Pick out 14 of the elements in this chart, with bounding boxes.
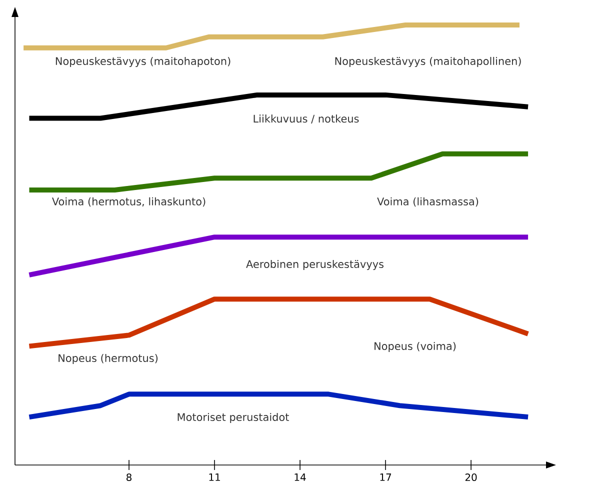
x-tick-label: 11 — [209, 474, 220, 481]
annotation: Voima (hermotus, lihaskunto) — [52, 197, 206, 207]
annotation: Motoriset perustaidot — [178, 412, 289, 424]
x-tick-label: 8 — [126, 474, 132, 482]
annotation: Aerobinen peruskestävyys — [246, 260, 384, 270]
annotation: Voima (lihasmassa) — [377, 197, 478, 207]
annotation: Nopeuskestävyys (maitohapoton) — [56, 56, 230, 68]
annotation: Nopeus (hermotus) — [58, 354, 158, 364]
x-tick-label: 20 — [465, 474, 477, 482]
annotation: Nopeuskestävyys (maitohapollinen) — [335, 56, 521, 68]
x-tick-label: 17 — [380, 474, 392, 481]
x-tick-label: 14 — [294, 474, 306, 481]
annotation: Nopeus (voima) — [374, 342, 456, 352]
annotation: Liikkuvuus / notkeus — [254, 114, 359, 124]
